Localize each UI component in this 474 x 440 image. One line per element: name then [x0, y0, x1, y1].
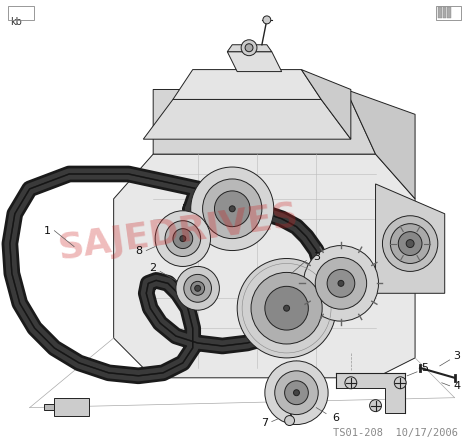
Circle shape	[345, 377, 357, 389]
Circle shape	[241, 40, 257, 56]
Circle shape	[165, 221, 201, 257]
Polygon shape	[45, 403, 55, 410]
Polygon shape	[375, 184, 445, 293]
Text: 4: 4	[453, 381, 460, 391]
Circle shape	[327, 269, 355, 297]
Circle shape	[155, 211, 210, 267]
Circle shape	[315, 257, 367, 309]
Circle shape	[283, 305, 290, 311]
Circle shape	[391, 224, 430, 264]
Circle shape	[406, 240, 414, 248]
Circle shape	[176, 267, 219, 310]
Circle shape	[338, 280, 344, 286]
Circle shape	[394, 377, 406, 389]
Text: 3: 3	[313, 252, 320, 261]
Text: 8: 8	[135, 246, 142, 256]
Text: kb: kb	[10, 17, 22, 27]
Polygon shape	[228, 45, 272, 51]
Bar	[438, 7, 442, 18]
Circle shape	[191, 281, 205, 295]
Circle shape	[284, 381, 309, 405]
Circle shape	[237, 258, 336, 358]
Text: 1: 1	[44, 226, 51, 236]
Text: 3: 3	[453, 351, 460, 361]
Polygon shape	[173, 70, 321, 99]
Circle shape	[245, 44, 253, 51]
Circle shape	[265, 361, 328, 425]
Circle shape	[214, 191, 250, 227]
Text: 2: 2	[150, 264, 157, 273]
Bar	[447, 7, 451, 18]
Circle shape	[398, 231, 422, 256]
Circle shape	[251, 272, 322, 344]
Text: 5: 5	[421, 363, 428, 373]
Circle shape	[370, 400, 382, 411]
Circle shape	[265, 286, 309, 330]
Circle shape	[195, 285, 201, 291]
Polygon shape	[301, 70, 351, 139]
Text: SAJEDRIVES: SAJEDRIVES	[55, 198, 301, 266]
Circle shape	[202, 179, 262, 238]
Circle shape	[180, 236, 186, 242]
Circle shape	[383, 216, 438, 271]
Circle shape	[191, 167, 274, 250]
Polygon shape	[346, 89, 415, 199]
Circle shape	[284, 416, 294, 425]
Polygon shape	[55, 398, 89, 416]
Circle shape	[303, 246, 379, 321]
Polygon shape	[114, 154, 415, 378]
Circle shape	[229, 206, 235, 212]
Polygon shape	[228, 51, 282, 72]
Polygon shape	[153, 89, 375, 154]
Circle shape	[263, 16, 271, 24]
Circle shape	[173, 229, 193, 249]
Text: TS01-208  10/17/2006: TS01-208 10/17/2006	[333, 428, 458, 438]
Circle shape	[293, 390, 300, 396]
Bar	[9, 6, 34, 20]
Polygon shape	[336, 373, 405, 413]
Circle shape	[184, 275, 211, 302]
Bar	[443, 7, 447, 18]
Circle shape	[275, 371, 318, 414]
Text: 6: 6	[333, 413, 339, 422]
Text: 7: 7	[261, 418, 268, 428]
Polygon shape	[143, 99, 351, 139]
Bar	[436, 6, 461, 20]
